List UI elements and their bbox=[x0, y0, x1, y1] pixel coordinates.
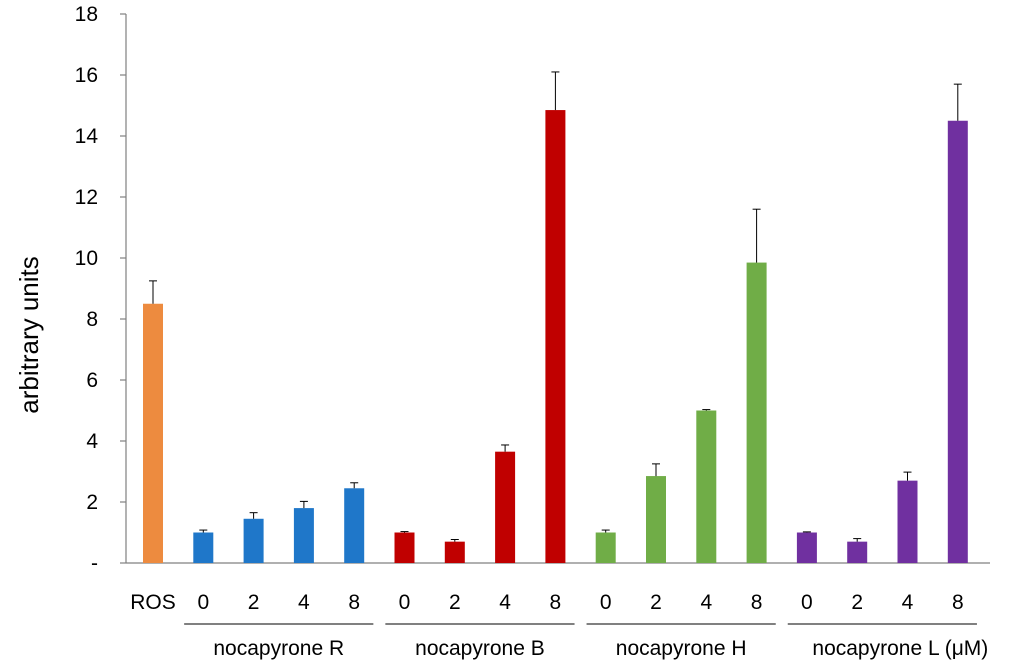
bar bbox=[897, 480, 918, 563]
category-label: 4 bbox=[298, 591, 310, 614]
bar bbox=[646, 476, 666, 563]
group-labels: nocapyrone R nocapyrone B nocapyrone H noca… bbox=[184, 623, 988, 660]
category-label: 4 bbox=[499, 591, 511, 614]
category-label: 4 bbox=[700, 591, 712, 614]
bar bbox=[947, 120, 968, 563]
group-label: nocapyrone B bbox=[415, 637, 545, 660]
category-label: 8 bbox=[550, 591, 562, 614]
y-tick-label: 18 bbox=[75, 3, 98, 26]
bar bbox=[444, 541, 465, 563]
y-tick-label: 12 bbox=[75, 186, 98, 209]
category-labels: ROS 0 2 4 8 0 2 4 8 0 2 4 8 0 2 4 8 bbox=[130, 591, 963, 614]
bar bbox=[293, 508, 314, 563]
y-axis-title: arbitrary units bbox=[14, 256, 44, 414]
category-label: 8 bbox=[348, 591, 360, 614]
category-label: 0 bbox=[801, 591, 813, 614]
y-tick-label: 10 bbox=[75, 247, 98, 270]
bar bbox=[847, 541, 868, 563]
bar bbox=[495, 451, 516, 563]
category-label: 2 bbox=[248, 591, 260, 614]
bar bbox=[344, 488, 365, 563]
category-label: 0 bbox=[600, 591, 612, 614]
category-label: 8 bbox=[751, 591, 763, 614]
y-axis: - 2 4 6 8 10 12 14 16 18 bbox=[75, 3, 127, 575]
y-tick-label: 14 bbox=[75, 125, 99, 148]
category-label: 8 bbox=[952, 591, 964, 614]
bar bbox=[394, 532, 415, 563]
y-tick-label: 16 bbox=[75, 64, 98, 87]
bar bbox=[595, 532, 616, 563]
group-label: nocapyrone L (μM) bbox=[812, 637, 988, 660]
bar bbox=[796, 532, 817, 563]
bar bbox=[746, 262, 767, 563]
group-label: nocapyrone R bbox=[213, 637, 344, 660]
category-label: 0 bbox=[399, 591, 411, 614]
group-label: nocapyrone H bbox=[616, 637, 747, 660]
bar bbox=[696, 410, 717, 563]
category-label: 4 bbox=[902, 591, 914, 614]
category-label: 2 bbox=[650, 591, 662, 614]
category-label: 2 bbox=[449, 591, 461, 614]
y-tick-label: 8 bbox=[86, 308, 98, 331]
y-tick-label: - bbox=[91, 552, 98, 575]
bar bbox=[243, 518, 264, 563]
y-tick-label: 6 bbox=[86, 369, 98, 392]
error-bars bbox=[149, 71, 962, 542]
bar bbox=[193, 532, 214, 563]
y-tick-label: 4 bbox=[86, 430, 98, 453]
category-label: 2 bbox=[851, 591, 863, 614]
bars bbox=[143, 110, 968, 563]
category-label: 0 bbox=[197, 591, 209, 614]
category-label: ROS bbox=[130, 591, 176, 614]
bar bbox=[545, 110, 566, 563]
bar bbox=[143, 303, 163, 563]
y-tick-label: 2 bbox=[86, 491, 98, 514]
